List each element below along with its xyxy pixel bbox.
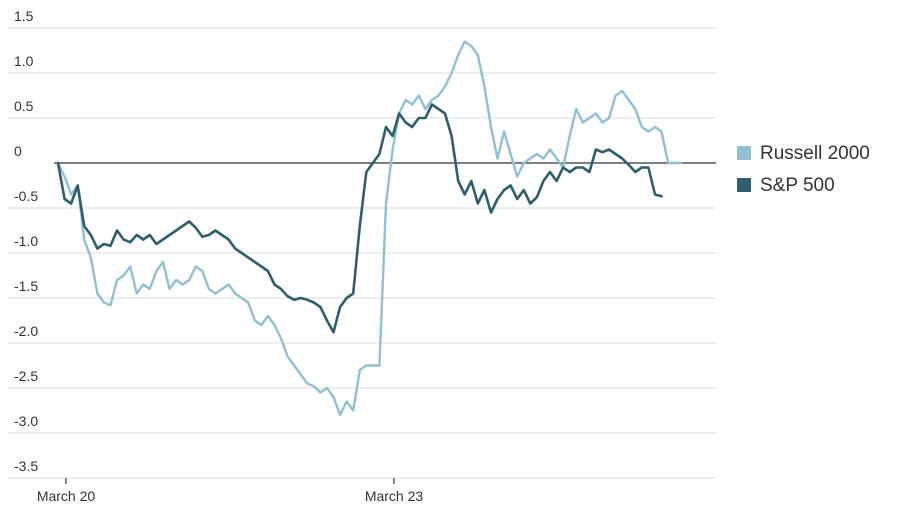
x-tick-label: March 20: [37, 488, 96, 504]
y-tick-label: -1.0: [14, 233, 38, 249]
series-line-s-p-500: [56, 103, 663, 334]
y-tick-label: -3.0: [14, 413, 38, 429]
y-tick-label: -3.5: [14, 458, 38, 474]
legend-swatch: [737, 178, 751, 192]
y-tick-label: -0.5: [14, 188, 38, 204]
x-tick-label: March 23: [365, 488, 424, 504]
y-axis-tick-labels: 1.5 1.0 0.5 0 -0.5 -1.0 -1.5 -2.0 -2.5 -3.0 -3.5: [14, 8, 38, 474]
series-line-russell-2000: [56, 40, 683, 417]
y-tick-label: 1.0: [14, 53, 34, 69]
series-lines: [56, 40, 683, 417]
legend: Russell 2000 S&P 500: [737, 143, 870, 196]
grid-lines: [8, 27, 716, 479]
y-tick-label: -1.5: [14, 278, 38, 294]
x-axis: March 20 March 23: [18, 477, 716, 504]
y-tick-label: 0: [14, 143, 22, 159]
y-tick-label: 0.5: [14, 98, 34, 114]
y-tick-label: -2.5: [14, 368, 38, 384]
y-tick-label: 1.5: [14, 8, 34, 24]
legend-label: Russell 2000: [760, 143, 870, 164]
legend-label: S&P 500: [760, 175, 835, 196]
y-tick-label: -2.0: [14, 323, 38, 339]
legend-swatch: [737, 146, 751, 160]
